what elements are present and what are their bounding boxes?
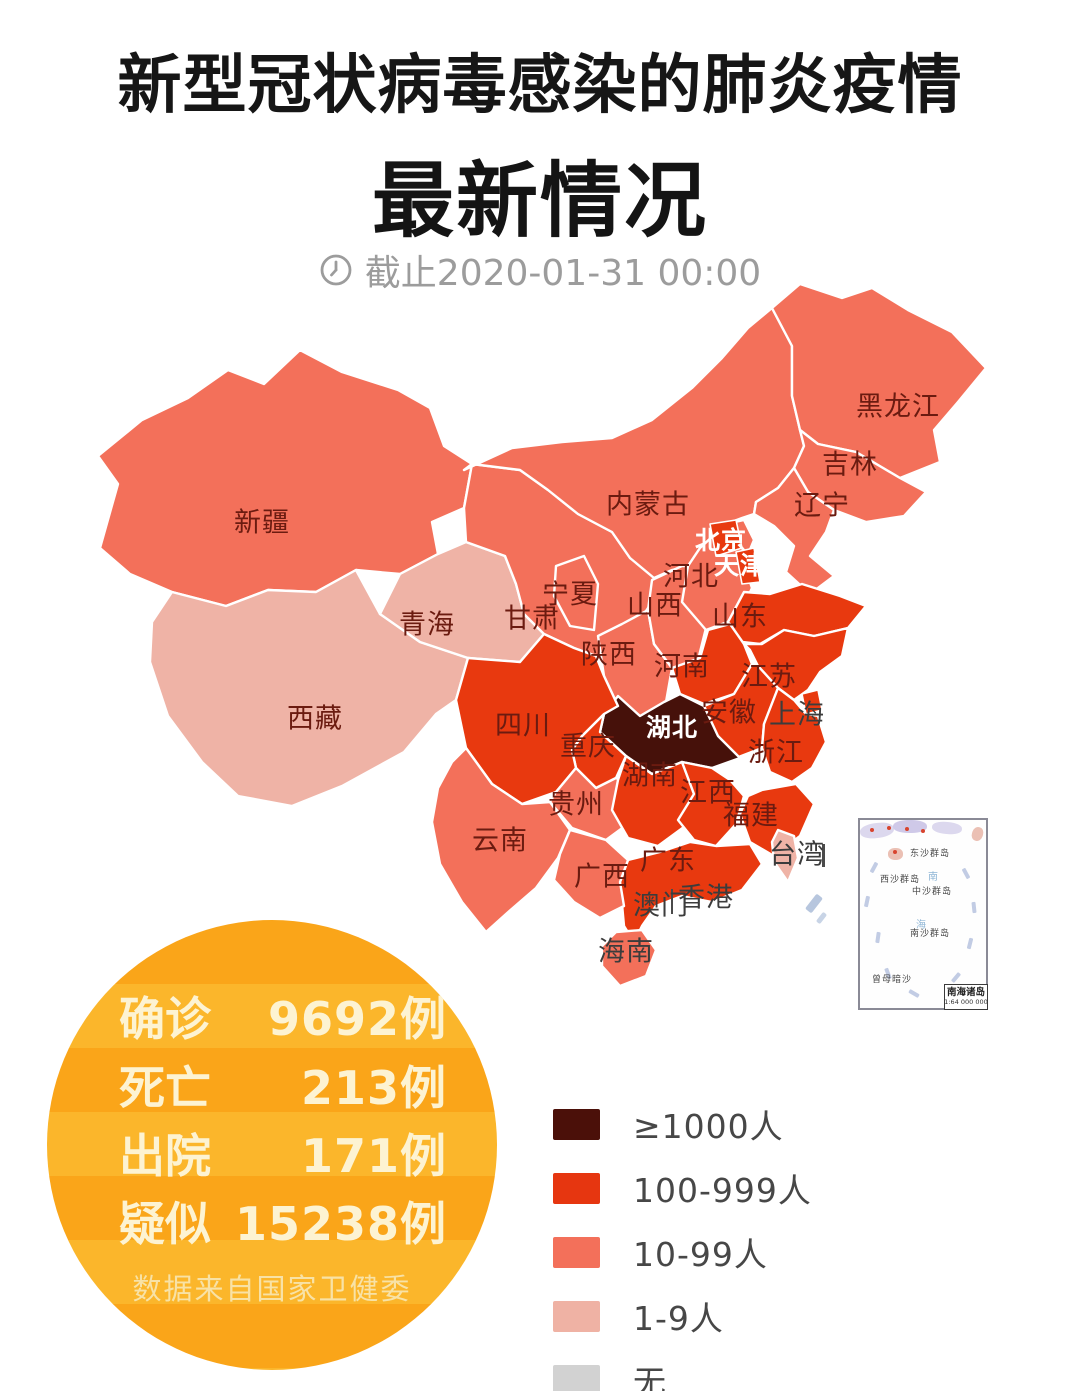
province-shape-liaoning bbox=[752, 466, 836, 596]
inset-boundary-dash bbox=[863, 895, 871, 908]
inset-boundary-dash bbox=[966, 937, 974, 950]
legend-label: 1-9人 bbox=[633, 1299, 724, 1338]
inset-boundary-dash bbox=[971, 901, 977, 914]
south-china-sea-inset: 东沙群岛 西沙群岛 中沙群岛 南沙群岛 曾母暗沙 南 海 南海诸岛 1:64 0… bbox=[858, 818, 988, 1010]
inset-title: 南海诸岛 bbox=[946, 987, 985, 998]
stat-row-confirmed: 确诊 9692例 bbox=[119, 988, 447, 1046]
legend-item-gte-1000: ≥1000人 bbox=[553, 1100, 784, 1148]
stat-label: 确诊 bbox=[119, 992, 211, 1046]
province-shape-shanxi bbox=[646, 564, 708, 670]
legend-label: 100-999人 bbox=[633, 1171, 812, 1210]
macau-leader-line bbox=[671, 889, 673, 914]
province-shape-yunnan bbox=[430, 746, 572, 934]
province-shape-xizang bbox=[148, 568, 470, 808]
page-title: 新型冠状病毒感染的肺炎疫情 bbox=[117, 49, 963, 123]
timestamp: 截止2020-01-31 00:00 bbox=[0, 244, 1080, 296]
province-shape-jilin bbox=[792, 428, 928, 524]
legend-item-100-999: 100-999人 bbox=[553, 1164, 812, 1212]
province-shape-guangdong bbox=[618, 840, 764, 944]
province-shape-guangxi bbox=[552, 828, 630, 920]
inset-sea-char: 海 bbox=[916, 920, 926, 931]
stat-value: 213例 bbox=[300, 1061, 447, 1115]
stat-label: 出院 bbox=[119, 1129, 211, 1183]
inset-island-label: 中沙群岛 bbox=[912, 887, 953, 897]
inset-coastline bbox=[893, 820, 927, 833]
province-shape-taiwan bbox=[770, 828, 800, 884]
province-shape-hunan bbox=[610, 754, 696, 848]
legend-swatch-10-99 bbox=[553, 1236, 600, 1268]
province-shape-ningxia bbox=[552, 554, 600, 632]
legend-swatch-gte-1000 bbox=[553, 1108, 600, 1140]
province-shape-shanghai bbox=[801, 689, 823, 715]
inset-island-label: 西沙群岛 bbox=[880, 875, 921, 885]
legend-label: ≥1000人 bbox=[633, 1107, 784, 1146]
province-shape-hainan bbox=[600, 928, 658, 988]
legend-label: 10-99人 bbox=[633, 1235, 768, 1274]
inset-scale: 1:64 000 000 bbox=[944, 998, 988, 1006]
inset-city-dot bbox=[887, 826, 891, 830]
inset-island-label: 东沙群岛 bbox=[910, 849, 951, 859]
inset-boundary-dash bbox=[908, 989, 920, 998]
inset-boundary-dash bbox=[869, 861, 879, 874]
province-shape-heilongjiang bbox=[770, 282, 988, 480]
inset-city-dot bbox=[870, 828, 874, 832]
inset-sea-char: 南 bbox=[928, 872, 938, 883]
province-shape-beijing bbox=[709, 519, 743, 557]
legend-swatch-none bbox=[553, 1364, 600, 1391]
stat-row-suspected: 疑似 15238例 bbox=[119, 1193, 447, 1251]
inset-boundary-dash bbox=[961, 867, 971, 880]
stat-value: 15238例 bbox=[234, 1197, 447, 1251]
inset-island-label: 南沙群岛 bbox=[910, 929, 951, 939]
inset-island-label: 曾母暗沙 bbox=[872, 975, 913, 985]
inset-coastline bbox=[859, 820, 895, 841]
legend-swatch-100-999 bbox=[553, 1172, 600, 1204]
province-shape-tianjin bbox=[735, 547, 761, 585]
inset-boundary-dash bbox=[950, 972, 962, 983]
province-shape-jiangxi bbox=[676, 760, 746, 848]
inset-city-dot bbox=[921, 829, 925, 833]
clock-icon bbox=[320, 254, 352, 286]
inset-title-box: 南海诸岛 1:64 000 000 bbox=[944, 984, 988, 1010]
stat-label: 疑似 bbox=[119, 1197, 211, 1251]
stat-row-deaths: 死亡 213例 bbox=[119, 1057, 447, 1115]
legend-label: 无 bbox=[633, 1363, 667, 1391]
inset-taiwan bbox=[970, 825, 985, 843]
inset-city-dot bbox=[905, 827, 909, 831]
legend-swatch-1-9 bbox=[553, 1300, 600, 1332]
stat-value: 171例 bbox=[300, 1129, 447, 1183]
inset-boundary-dash bbox=[875, 931, 881, 944]
stat-label: 死亡 bbox=[119, 1061, 211, 1115]
inset-coastline bbox=[931, 820, 963, 836]
inset-hainan bbox=[888, 848, 903, 860]
timestamp-text: 截止2020-01-31 00:00 bbox=[364, 253, 762, 294]
legend-item-1-9: 1-9人 bbox=[553, 1292, 724, 1340]
stat-row-discharged: 出院 171例 bbox=[119, 1125, 447, 1183]
stats-circle: 确诊 9692例 死亡 213例 出院 171例 疑似 15238例 数据来自国… bbox=[47, 920, 497, 1370]
page-subtitle: 最新情况 bbox=[371, 154, 708, 249]
taiwan-leader-line bbox=[822, 844, 825, 867]
province-shape-zhejiang bbox=[760, 686, 828, 784]
legend-item-10-99: 10-99人 bbox=[553, 1228, 768, 1276]
legend-item-none: 无 bbox=[553, 1356, 667, 1391]
stats-source: 数据来自国家卫健委 bbox=[132, 1272, 412, 1306]
inset-city-dot bbox=[893, 850, 897, 854]
stat-value: 9692例 bbox=[267, 992, 447, 1046]
